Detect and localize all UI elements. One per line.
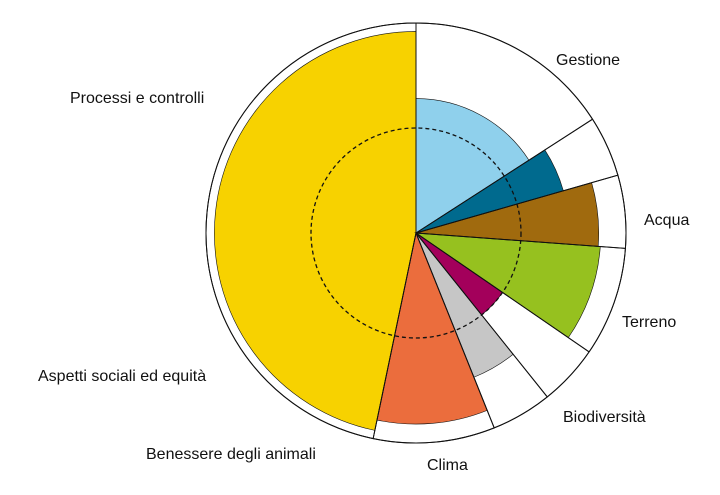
sector-outline-processi-e-controlli [205,22,417,440]
sector-fills [214,31,601,431]
label-biodiversita: Biodiversità [563,409,646,426]
label-gestione: Gestione [556,52,620,69]
label-benessere-degli-animali: Benessere degli animali [146,446,316,463]
sector-gestione [415,98,530,234]
label-aspetti-sociali-ed-equita: Aspetti sociali ed equità [38,368,206,385]
sector-biodiversita [414,232,601,339]
label-terreno: Terreno [622,314,676,331]
sector-aspetti-sociali-ed-equita [376,231,488,425]
label-acqua: Acqua [644,212,689,229]
sector-outline-biodiversita [414,232,626,353]
sector-outline-aspetti-sociali-ed-equita [372,231,495,444]
label-processi-e-controlli: Processi e controlli [70,90,204,107]
reference-circle [310,127,522,339]
label-clima: Clima [427,457,468,474]
category-labels: Gestione Acqua Terreno Biodiversità Clim… [38,52,689,474]
sector-outline-gestione [415,22,594,234]
sector-outlines [205,22,627,444]
sector-processi-e-controlli [214,31,417,431]
